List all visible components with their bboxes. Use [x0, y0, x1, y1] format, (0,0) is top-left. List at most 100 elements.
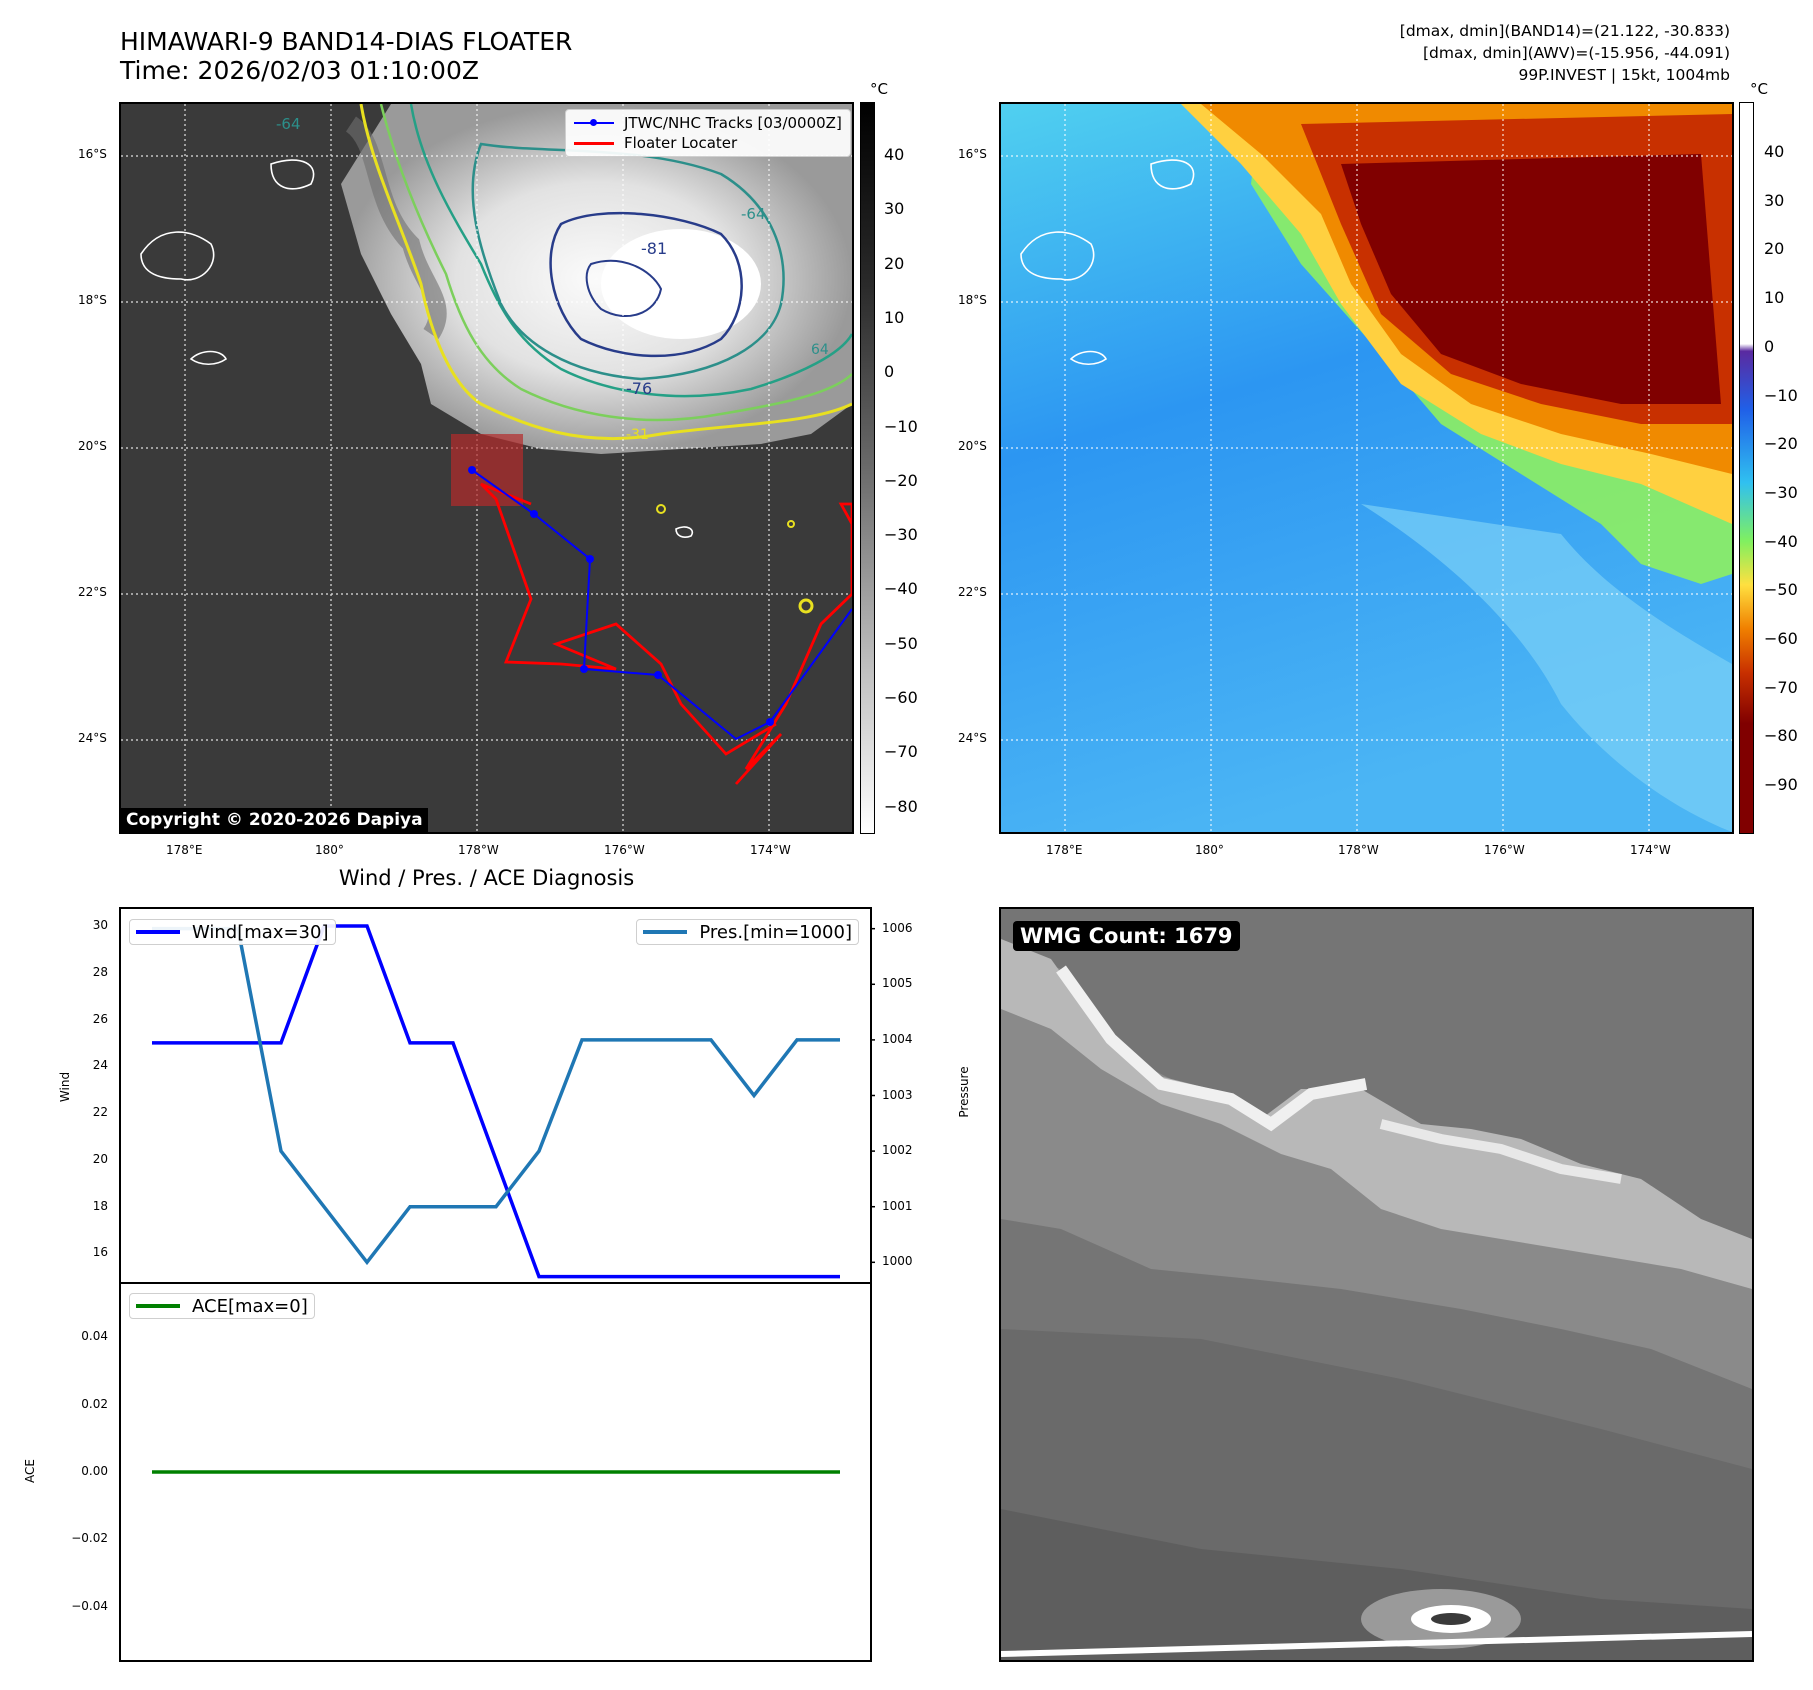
lat-label: 24°S — [958, 731, 987, 745]
awv-colorbar — [1739, 102, 1754, 834]
lat-label: 20°S — [958, 439, 987, 453]
wind-legend-label: Wind[max=30] — [192, 921, 329, 943]
ir-colorbar-tick: −70 — [884, 742, 918, 762]
pressure-tick-label: 1002 — [882, 1143, 913, 1158]
ir-colorbar-unit: °C — [870, 80, 888, 98]
wind-legend-swatch — [136, 930, 180, 934]
awv-map-panel — [999, 102, 1734, 834]
lon-label: 176°W — [604, 843, 645, 857]
contour-label: -31 — [626, 427, 649, 443]
pressure-series-line — [152, 926, 840, 1266]
lat-label: 16°S — [958, 147, 987, 161]
wind-axis-label: Wind — [58, 1071, 72, 1103]
lat-label: 24°S — [78, 731, 107, 745]
wind-pres-frame — [119, 907, 872, 1284]
wmg-count-badge: WMG Count: 1679 — [1013, 921, 1240, 951]
pressure-legend: Pres.[min=1000] — [636, 919, 859, 945]
legend-floater-swatch — [574, 141, 614, 145]
figure-title: HIMAWARI-9 BAND14-DIAS FLOATER — [120, 27, 573, 56]
lon-label: 180° — [1195, 843, 1224, 857]
awv-colorbar-tick: 0 — [1764, 336, 1775, 356]
pressure-tick-label: 1001 — [882, 1198, 913, 1213]
pressure-tick-label: 1003 — [882, 1087, 913, 1102]
pressure-tick-label: 1000 — [882, 1254, 913, 1269]
lat-label: 22°S — [78, 585, 107, 599]
lon-label: 178°E — [1046, 843, 1083, 857]
ace-tick-label: −0.04 — [71, 1598, 108, 1613]
awv-colorbar-tick: −30 — [1764, 482, 1798, 502]
ir-colorbar-tick: 20 — [884, 253, 905, 273]
lat-label: 20°S — [78, 439, 107, 453]
wind-tick-label: 24 — [92, 1058, 108, 1073]
lon-label: 180° — [315, 843, 344, 857]
ir-colorbar-tick: −80 — [884, 796, 918, 816]
info-storm: 99P.INVEST | 15kt, 1004mb — [1518, 66, 1730, 84]
pressure-tick-label: 1006 — [882, 920, 913, 935]
wind-tick-label: 26 — [92, 1011, 108, 1026]
awv-colorbar-tick: −80 — [1764, 726, 1798, 746]
ir-colorbar-tick: 0 — [884, 362, 895, 382]
wind-tick-label: 20 — [92, 1151, 108, 1166]
map-legend: JTWC/NHC Tracks [03/0000Z] Floater Locat… — [565, 109, 851, 157]
ir-colorbar-tick: 30 — [884, 199, 905, 219]
awv-colorbar-tick: 40 — [1764, 142, 1785, 161]
lat-label: 22°S — [958, 585, 987, 599]
pressure-legend-swatch — [643, 930, 688, 934]
ace-legend-label: ACE[max=0] — [192, 1295, 308, 1317]
wind-legend: Wind[max=30] — [129, 919, 336, 945]
ace-tick-label: 0.02 — [81, 1396, 108, 1411]
diagnosis-chart: Wind[max=30] Pres.[min=1000] ACE[max=0] — [113, 907, 877, 1663]
copyright-badge: Copyright © 2020-2026 Dapiya — [121, 808, 428, 832]
ace-axis-label: ACE — [23, 1459, 37, 1483]
contour-label: -64 — [276, 115, 301, 133]
floater-box — [451, 434, 523, 506]
lon-label: 178°W — [458, 843, 499, 857]
wmg-panel: WMG Count: 1679 — [999, 907, 1754, 1662]
wind-tick-label: 30 — [92, 918, 108, 933]
legend-floater-label: Floater Locater — [624, 134, 738, 152]
diagnosis-title: Wind / Pres. / ACE Diagnosis — [338, 866, 635, 890]
awv-colorbar-tick: 10 — [1764, 288, 1785, 308]
pressure-axis-label: Pressure — [957, 1066, 971, 1118]
pressure-legend-label: Pres.[min=1000] — [699, 921, 852, 943]
wind-tick-label: 22 — [92, 1105, 108, 1120]
legend-track-swatch — [574, 119, 614, 126]
lon-label: 178°E — [166, 843, 203, 857]
ir-colorbar-tick: 10 — [884, 307, 905, 327]
awv-colorbar-tick: −40 — [1764, 531, 1798, 551]
wind-tick-label: 16 — [92, 1245, 108, 1260]
info-awv-range: [dmax, dmin](AWV)=(-15.956, -44.091) — [1423, 44, 1730, 62]
lon-label: 174°W — [750, 843, 791, 857]
ir-colorbar-tick: −50 — [884, 633, 918, 653]
ir-map: -64 -81 -64 -76 64 -31 — [121, 104, 852, 832]
lat-label: 16°S — [78, 147, 107, 161]
ir-colorbar-tick: −20 — [884, 470, 918, 490]
ir-colorbar — [860, 102, 875, 834]
wind-tick-label: 28 — [92, 964, 108, 979]
contour-label: -81 — [641, 239, 667, 258]
awv-map — [1001, 104, 1732, 832]
wind-tick-label: 18 — [92, 1198, 108, 1213]
ace-tick-label: 0.00 — [81, 1464, 108, 1478]
floater-locator-path — [734, 502, 852, 785]
lat-label: 18°S — [78, 293, 107, 307]
ace-tick-label: 0.04 — [81, 1329, 108, 1344]
ace-legend-swatch — [136, 1304, 180, 1308]
wmg-image — [1001, 909, 1752, 1660]
lat-label: 18°S — [958, 293, 987, 307]
ir-colorbar-tick: −60 — [884, 688, 918, 707]
awv-colorbar-tick: 30 — [1764, 190, 1785, 210]
awv-colorbar-tick: −60 — [1764, 629, 1798, 648]
ir-colorbar-tick: −10 — [884, 416, 918, 436]
contour-label: 64 — [811, 342, 829, 358]
ace-legend: ACE[max=0] — [129, 1293, 315, 1319]
awv-colorbar-tick: −50 — [1764, 580, 1798, 600]
wind-series-line — [152, 924, 840, 1279]
awv-colorbar-tick: −90 — [1764, 775, 1798, 795]
awv-colorbar-tick: 20 — [1764, 239, 1785, 259]
diagnosis-svg — [113, 907, 877, 1662]
pressure-tick-label: 1004 — [882, 1031, 913, 1046]
legend-track-label: JTWC/NHC Tracks [03/0000Z] — [624, 114, 842, 132]
awv-colorbar-tick: −20 — [1764, 434, 1798, 454]
contour-label: -64 — [741, 205, 766, 223]
